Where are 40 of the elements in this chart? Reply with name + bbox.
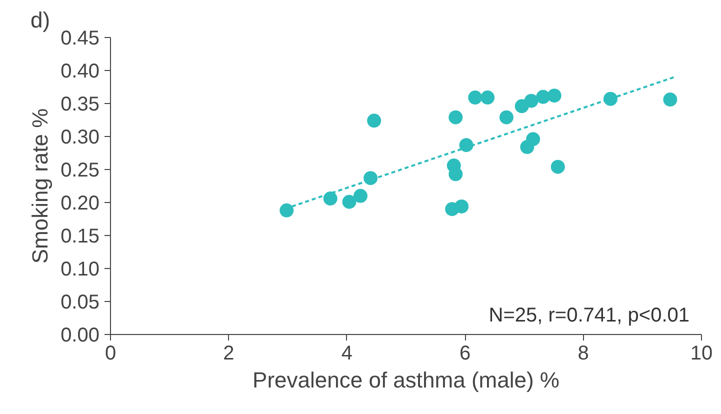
- y-tick-label: 0.35: [60, 94, 100, 116]
- y-tick-label: 0.25: [60, 160, 100, 182]
- point: [454, 199, 469, 214]
- point: [499, 110, 514, 124]
- point: [550, 160, 565, 174]
- y-tick-label: 0.15: [60, 226, 100, 248]
- chart-title: d): [30, 8, 50, 32]
- point: [323, 192, 338, 206]
- x-tick-label: 8: [578, 342, 589, 364]
- y-axis-title: Smoking rate %: [28, 108, 53, 264]
- annotation: N=25, r=0.741, p<0.01: [488, 304, 690, 326]
- x-tick-label: 4: [341, 342, 352, 364]
- point: [536, 90, 550, 104]
- point: [547, 88, 562, 103]
- y-tick-label: 0.40: [60, 60, 100, 82]
- point: [524, 94, 538, 108]
- x-tick-label: 2: [223, 342, 234, 364]
- x-tick-label: 6: [460, 342, 471, 364]
- y-tick-label: 0.30: [60, 126, 100, 148]
- y-tick-label: 0.45: [60, 28, 100, 50]
- point: [280, 203, 294, 218]
- point: [364, 171, 378, 186]
- x-tick-label: 10: [690, 342, 713, 364]
- point: [448, 167, 463, 182]
- point: [663, 92, 678, 107]
- x-tick-label: 0: [104, 342, 116, 364]
- x-axis-title: Prevalence of asthma (male) %: [252, 368, 560, 392]
- point: [448, 110, 463, 124]
- point: [603, 92, 618, 106]
- y-tick-label: 0.10: [60, 258, 100, 280]
- point: [468, 90, 482, 105]
- point: [480, 90, 495, 105]
- point: [367, 114, 382, 128]
- y-tick-label: 0.20: [60, 192, 100, 214]
- point: [459, 138, 474, 152]
- y-tick-label: 0.00: [60, 324, 100, 346]
- y-tick-label: 0.05: [60, 292, 100, 314]
- point: [526, 132, 540, 146]
- point: [353, 188, 368, 203]
- point: [342, 194, 356, 209]
